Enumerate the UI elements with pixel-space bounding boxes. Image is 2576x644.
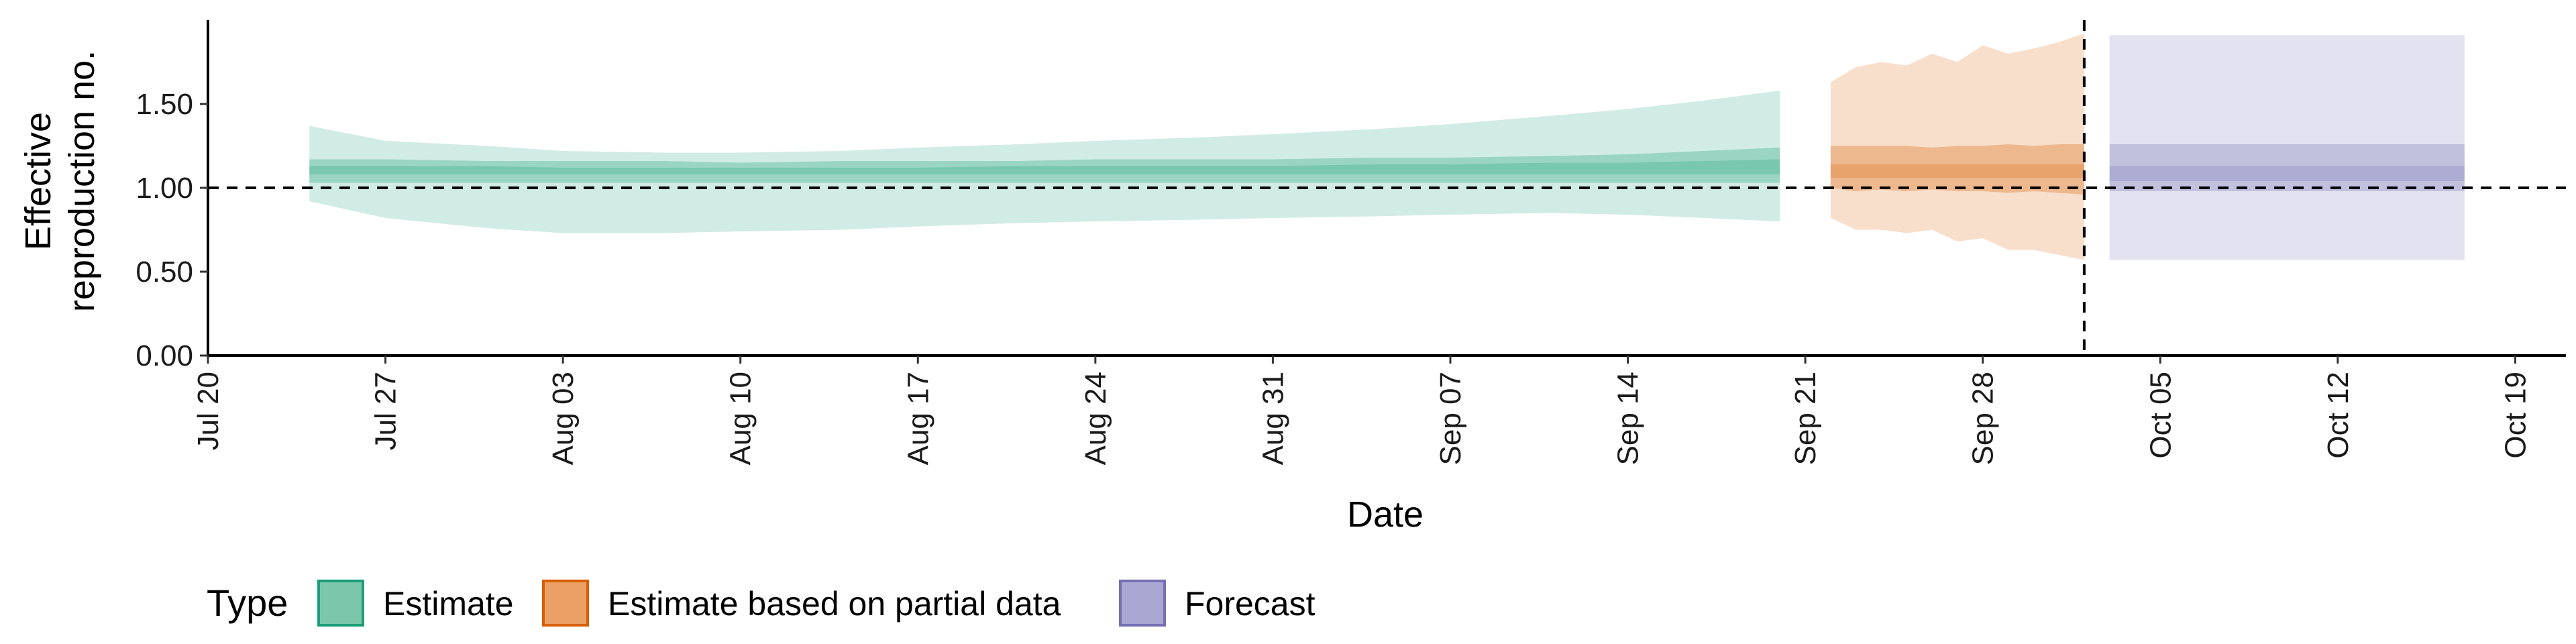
legend-label-estimate: Estimate <box>383 585 514 623</box>
x-tick-label: Oct 05 <box>2144 372 2177 459</box>
forecast-band-90 <box>2109 35 2465 260</box>
y-axis-title-line1: Effective <box>18 112 58 250</box>
x-tick-label: Sep 28 <box>1967 372 2000 465</box>
x-tick-label: Aug 03 <box>547 372 580 465</box>
legend-swatch-estimate <box>317 580 364 627</box>
legend: Type Estimate Estimate based on partial d… <box>207 580 1316 627</box>
x-tick-label: Jul 27 <box>370 372 402 450</box>
x-tick-label: Sep 14 <box>1612 372 1645 465</box>
legend-label-forecast: Forecast <box>1185 585 1316 623</box>
estimate-band-20 <box>309 159 1780 174</box>
x-tick-label: Jul 20 <box>192 372 225 450</box>
legend-swatch-forecast <box>1119 580 1166 627</box>
estimate-based-on-partial-data-band-20 <box>1830 164 2084 178</box>
legend-label-estimate-based-on-partial-data: Estimate based on partial data <box>608 585 1061 623</box>
y-tick-label: 1.50 <box>136 88 193 121</box>
x-tick-label: Oct 19 <box>2499 372 2532 459</box>
estimate-based-on-partial-data-band-90 <box>1830 34 2084 260</box>
x-tick-label: Aug 10 <box>724 372 757 465</box>
y-tick-label: 0.00 <box>136 339 193 372</box>
credible-interval-bands <box>309 34 2465 260</box>
x-axis-title: Date <box>1347 494 1424 535</box>
y-tick-label: 1.00 <box>136 172 193 205</box>
y-tick-label: 0.50 <box>136 256 193 288</box>
y-axis-title-line2: reproduction no. <box>62 50 102 312</box>
x-tick-label: Oct 12 <box>2322 372 2355 459</box>
forecast-band-20 <box>2109 166 2465 181</box>
estimate-band-50 <box>309 148 1780 183</box>
estimate-based-on-partial-data-band-50 <box>1830 144 2084 195</box>
legend-title: Type <box>207 582 288 624</box>
estimate-band-90 <box>309 91 1780 233</box>
x-tick-label: Sep 07 <box>1434 372 1467 465</box>
axes: 0.00 0.50 1.00 1.50 Jul 20 Jul 27 Aug 03 Aug 10… <box>136 20 2566 465</box>
x-tick-label: Sep 21 <box>1789 372 1822 465</box>
x-tick-label: Aug 31 <box>1256 372 1289 465</box>
forecast-band-50 <box>2109 144 2465 191</box>
x-tick-label: Aug 17 <box>902 372 934 465</box>
x-tick-label: Aug 24 <box>1079 372 1112 465</box>
legend-swatch-estimate-based-on-partial-data <box>542 580 589 627</box>
